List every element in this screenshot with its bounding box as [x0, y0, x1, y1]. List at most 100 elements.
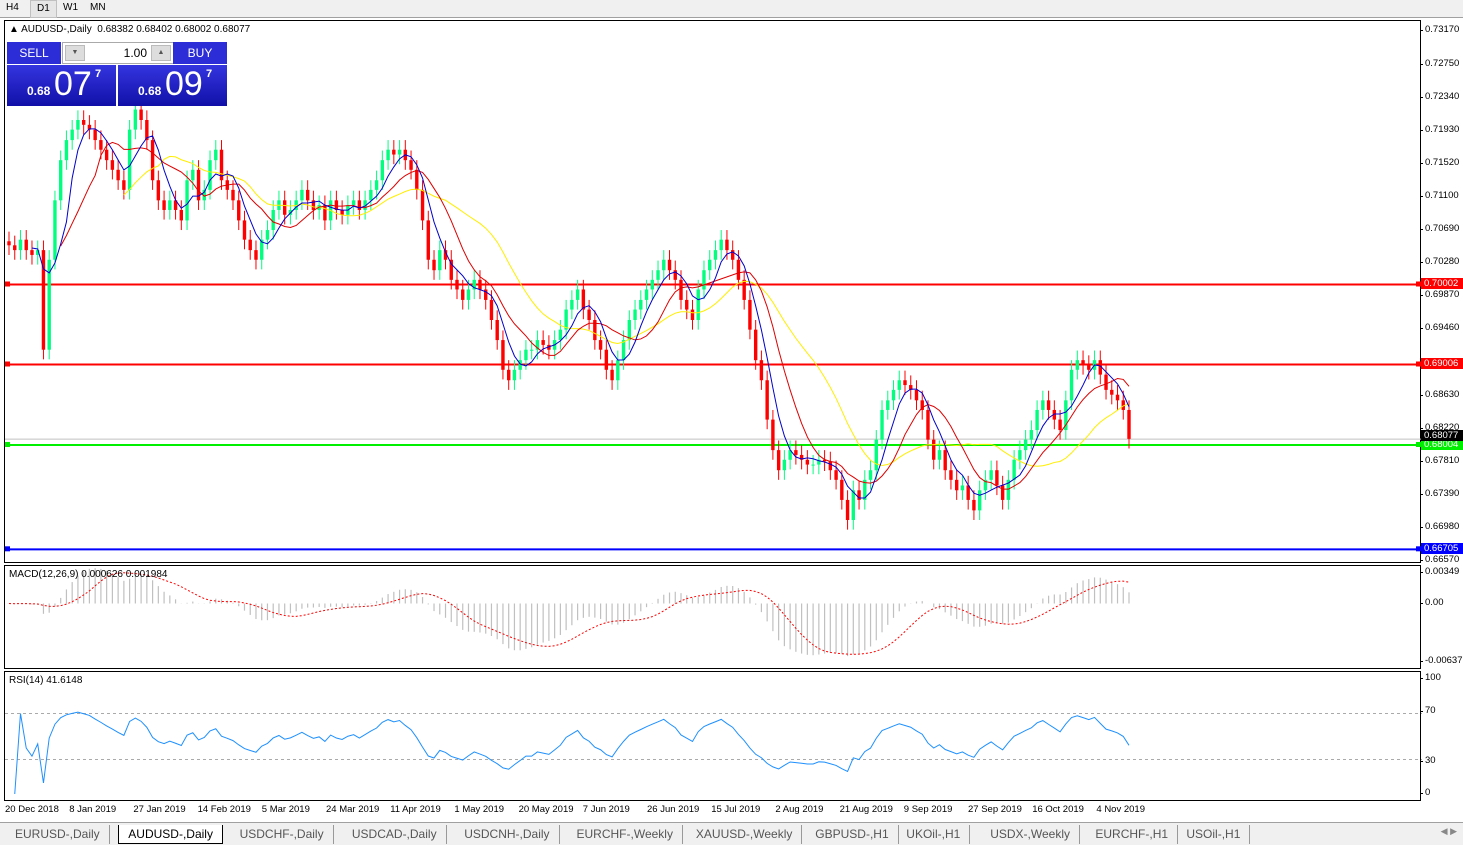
candle-body [145, 120, 149, 141]
candle-body [529, 349, 534, 351]
price-axis-label: 0.71930 [1419, 123, 1460, 135]
candle-body [208, 160, 212, 190]
candle-body [179, 209, 184, 221]
chart-tab[interactable]: UKOil-,H1 [897, 825, 971, 844]
date-axis-label: 14 Feb 2019 [197, 804, 251, 815]
macd-axis-label: 0.00349 [1419, 566, 1460, 577]
candle-body [30, 250, 34, 255]
candle-body [415, 169, 419, 190]
price-axis-label: 0.72750 [1419, 57, 1460, 69]
candle-body [794, 450, 798, 455]
level-handle [1416, 281, 1421, 287]
candle-body [1000, 485, 1005, 500]
level-price-tag: 0.69006 [1421, 358, 1463, 370]
candle-body [58, 160, 63, 201]
candle-body [598, 340, 603, 350]
candle-body [518, 360, 522, 370]
candle-body [857, 490, 861, 500]
sell-button[interactable]: SELL [7, 42, 61, 64]
candle-body [271, 209, 275, 231]
candle-body [782, 459, 787, 471]
candle-body [903, 380, 907, 386]
chart-tab[interactable]: EURCHF-,H1 [1086, 825, 1179, 844]
chart-tab[interactable]: AUDUSD-,Daily [118, 825, 223, 844]
chart-tab[interactable]: GBPUSD-,H1 [806, 825, 899, 844]
rsi-line [14, 711, 1130, 795]
candlestick-plot [5, 99, 1422, 552]
candle-body [1064, 400, 1068, 431]
candle-body [891, 389, 896, 401]
price-axis-label: 0.68220 [1419, 421, 1460, 433]
candle-body [863, 479, 867, 500]
chart-tab[interactable]: EURCHF-,Weekly [568, 825, 683, 844]
candle-body [828, 461, 833, 471]
candle-body [363, 200, 367, 210]
candle-body [443, 250, 448, 260]
candle-body [776, 450, 781, 471]
buy-price[interactable]: 0.68 09 7 [118, 65, 227, 106]
buy-price-prefix: 0.68 [138, 84, 162, 98]
candle-body [110, 160, 115, 170]
candle-body [455, 279, 459, 290]
macd-axis-label: 0.00 [1420, 597, 1444, 608]
candle-body [805, 459, 810, 465]
timeframe-w1[interactable]: W1 [63, 2, 78, 13]
date-axis-label: 11 Apr 2019 [390, 804, 441, 815]
sell-price-pips: 07 [54, 65, 92, 103]
chart-tab[interactable]: USOil-,H1 [1177, 825, 1251, 844]
buy-button[interactable]: BUY [173, 42, 227, 64]
chart-tab[interactable]: EURUSD-,Daily [6, 825, 110, 844]
chart-tab[interactable]: USDCNH-,Daily [455, 825, 560, 844]
price-axis[interactable]: 0.73170 0.72750 0.72340 0.71930 0.71520 0.711… [1419, 20, 1463, 801]
collapse-triangle-icon[interactable]: ▲ [9, 24, 19, 35]
level-handle [1416, 361, 1421, 367]
chart-tab[interactable]: USDCHF-,Daily [231, 825, 334, 844]
candle-body [87, 124, 92, 130]
candle-body [1041, 400, 1045, 410]
timeframe-h4[interactable]: H4 [6, 2, 19, 13]
candle-body [237, 200, 241, 221]
macd-pane[interactable]: MACD(12,26,9) 0.000626 0.001984 [4, 565, 1421, 669]
tab-scroll-arrows-icon[interactable]: ◀ ▶ [1440, 826, 1457, 836]
lot-value[interactable]: 1.00 [123, 46, 147, 60]
candle-body [845, 499, 850, 520]
lot-size-input[interactable]: ▼ 1.00 ▲ [62, 42, 174, 64]
candle-body [1115, 394, 1120, 401]
price-axis-label: 0.67390 [1419, 488, 1460, 500]
candle-body [558, 329, 563, 341]
chart-tab[interactable]: USDX-,Weekly [981, 825, 1080, 844]
candle-body [122, 180, 126, 190]
chart-tab[interactable]: USDCAD-,Daily [343, 825, 447, 844]
timeframe-toolbar: H4 D1 W1 MN [0, 0, 1463, 18]
decrease-lot-icon[interactable]: ▼ [65, 45, 85, 61]
candle-body [639, 299, 643, 310]
candle-body [1046, 400, 1051, 410]
date-axis-label: 15 Jul 2019 [711, 804, 761, 815]
timeframe-d1[interactable]: D1 [30, 0, 57, 18]
ma-slow-line [123, 155, 1130, 467]
candle-body [1058, 419, 1062, 431]
candle-body [466, 289, 471, 300]
candle-body [420, 189, 425, 221]
candle-body [708, 259, 712, 271]
candle-body [1098, 360, 1102, 375]
increase-lot-icon[interactable]: ▲ [151, 45, 171, 61]
candle-body [484, 289, 488, 300]
candle-body [616, 360, 620, 381]
price-chart[interactable]: ▲ AUDUSD-,Daily 0.68382 0.68402 0.68002 … [4, 20, 1422, 563]
sell-price[interactable]: 0.68 07 7 [7, 65, 116, 106]
rsi-axis-label: 30 [1420, 755, 1436, 766]
candle-body [168, 200, 172, 210]
candle-body [581, 289, 586, 310]
price-axis-label: 0.67810 [1419, 454, 1460, 466]
price-axis-label: 0.73170 [1419, 24, 1460, 36]
candle-body [282, 200, 287, 215]
candle-body [564, 309, 568, 330]
candle-body [47, 259, 51, 350]
chart-tab[interactable]: XAUUSD-,Weekly [687, 825, 803, 844]
candle-body [730, 250, 735, 260]
rsi-pane[interactable]: RSI(14) 41.6148 [4, 671, 1422, 801]
timeframe-mn[interactable]: MN [90, 2, 106, 13]
candle-body [93, 129, 97, 141]
date-axis-label: 26 Jun 2019 [647, 804, 700, 815]
